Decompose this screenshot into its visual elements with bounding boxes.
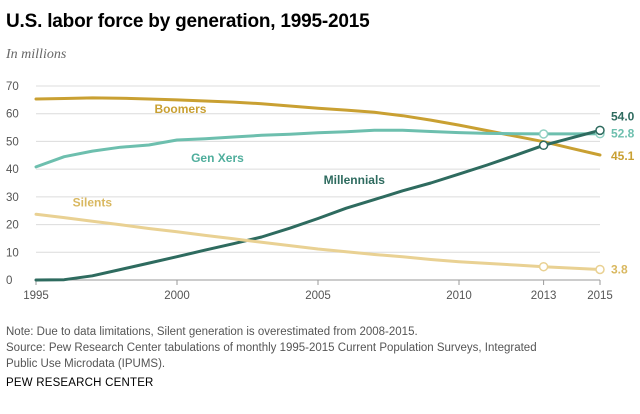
data-point-millennials-2015	[595, 125, 605, 136]
y-tick-label: 20	[6, 220, 19, 232]
data-point-silents-2015	[595, 264, 605, 275]
data-point-millennials-2013	[538, 140, 549, 151]
y-tick-label: 0	[6, 275, 12, 287]
series-label-boomers: Boomers	[154, 102, 206, 116]
series-markers	[538, 125, 605, 275]
x-tick-label: 1995	[23, 290, 49, 302]
y-tick-label: 70	[6, 81, 19, 93]
chart-title: U.S. labor force by generation, 1995-201…	[6, 11, 370, 32]
gridlines	[36, 85, 600, 281]
series-label-gen-xers: Gen Xers	[191, 151, 244, 165]
y-tick-label: 10	[6, 247, 19, 259]
end-value-label-millennials: 54.0	[611, 109, 635, 123]
series-line-millennials	[34, 128, 602, 282]
brand-logo-text: PEW RESEARCH CENTER	[6, 377, 154, 389]
x-axis-ticks: 1995 2000 2005 2010 2013 2015	[23, 280, 613, 302]
x-tick-label: 2010	[446, 290, 472, 302]
y-tick-label: 40	[6, 164, 19, 176]
series-label-silents: Silents	[73, 196, 113, 210]
series-lines	[34, 96, 602, 282]
end-value-label-boomers: 45.1	[611, 149, 635, 163]
y-tick-label: 50	[6, 136, 19, 148]
end-value-label-silents: 3.8	[611, 262, 628, 276]
chart-note: Note: Due to data limitations, Silent ge…	[6, 326, 418, 338]
x-tick-label: 2005	[305, 290, 331, 302]
chart-source: Source: Pew Research Center tabulations …	[6, 342, 537, 370]
data-point-silents-2013	[538, 261, 549, 272]
series-label-millennials: Millennials	[324, 173, 386, 187]
x-tick-label: 2000	[164, 290, 190, 302]
data-point-gen-xers-2013	[538, 129, 549, 139]
y-axis-ticks: 0 10 20 30 40 50 60 70	[6, 81, 19, 287]
y-axis-unit-label: In millions	[6, 47, 67, 62]
series-line-gen-xers	[34, 128, 602, 169]
x-tick-label: 2015	[587, 290, 613, 302]
line-chart: 0 10 20 30 40 50 60 70 1995 2000 2005 2010 2013 2015…	[6, 81, 635, 302]
y-tick-label: 60	[6, 109, 19, 121]
y-tick-label: 30	[6, 192, 19, 204]
end-value-label-gen-xers: 52.8	[611, 127, 635, 141]
series-line-silents	[34, 212, 602, 271]
x-tick-label: 2013	[531, 290, 557, 302]
series-labels: Boomers Gen Xers Millennials Silents 45.1 52.…	[73, 102, 635, 277]
